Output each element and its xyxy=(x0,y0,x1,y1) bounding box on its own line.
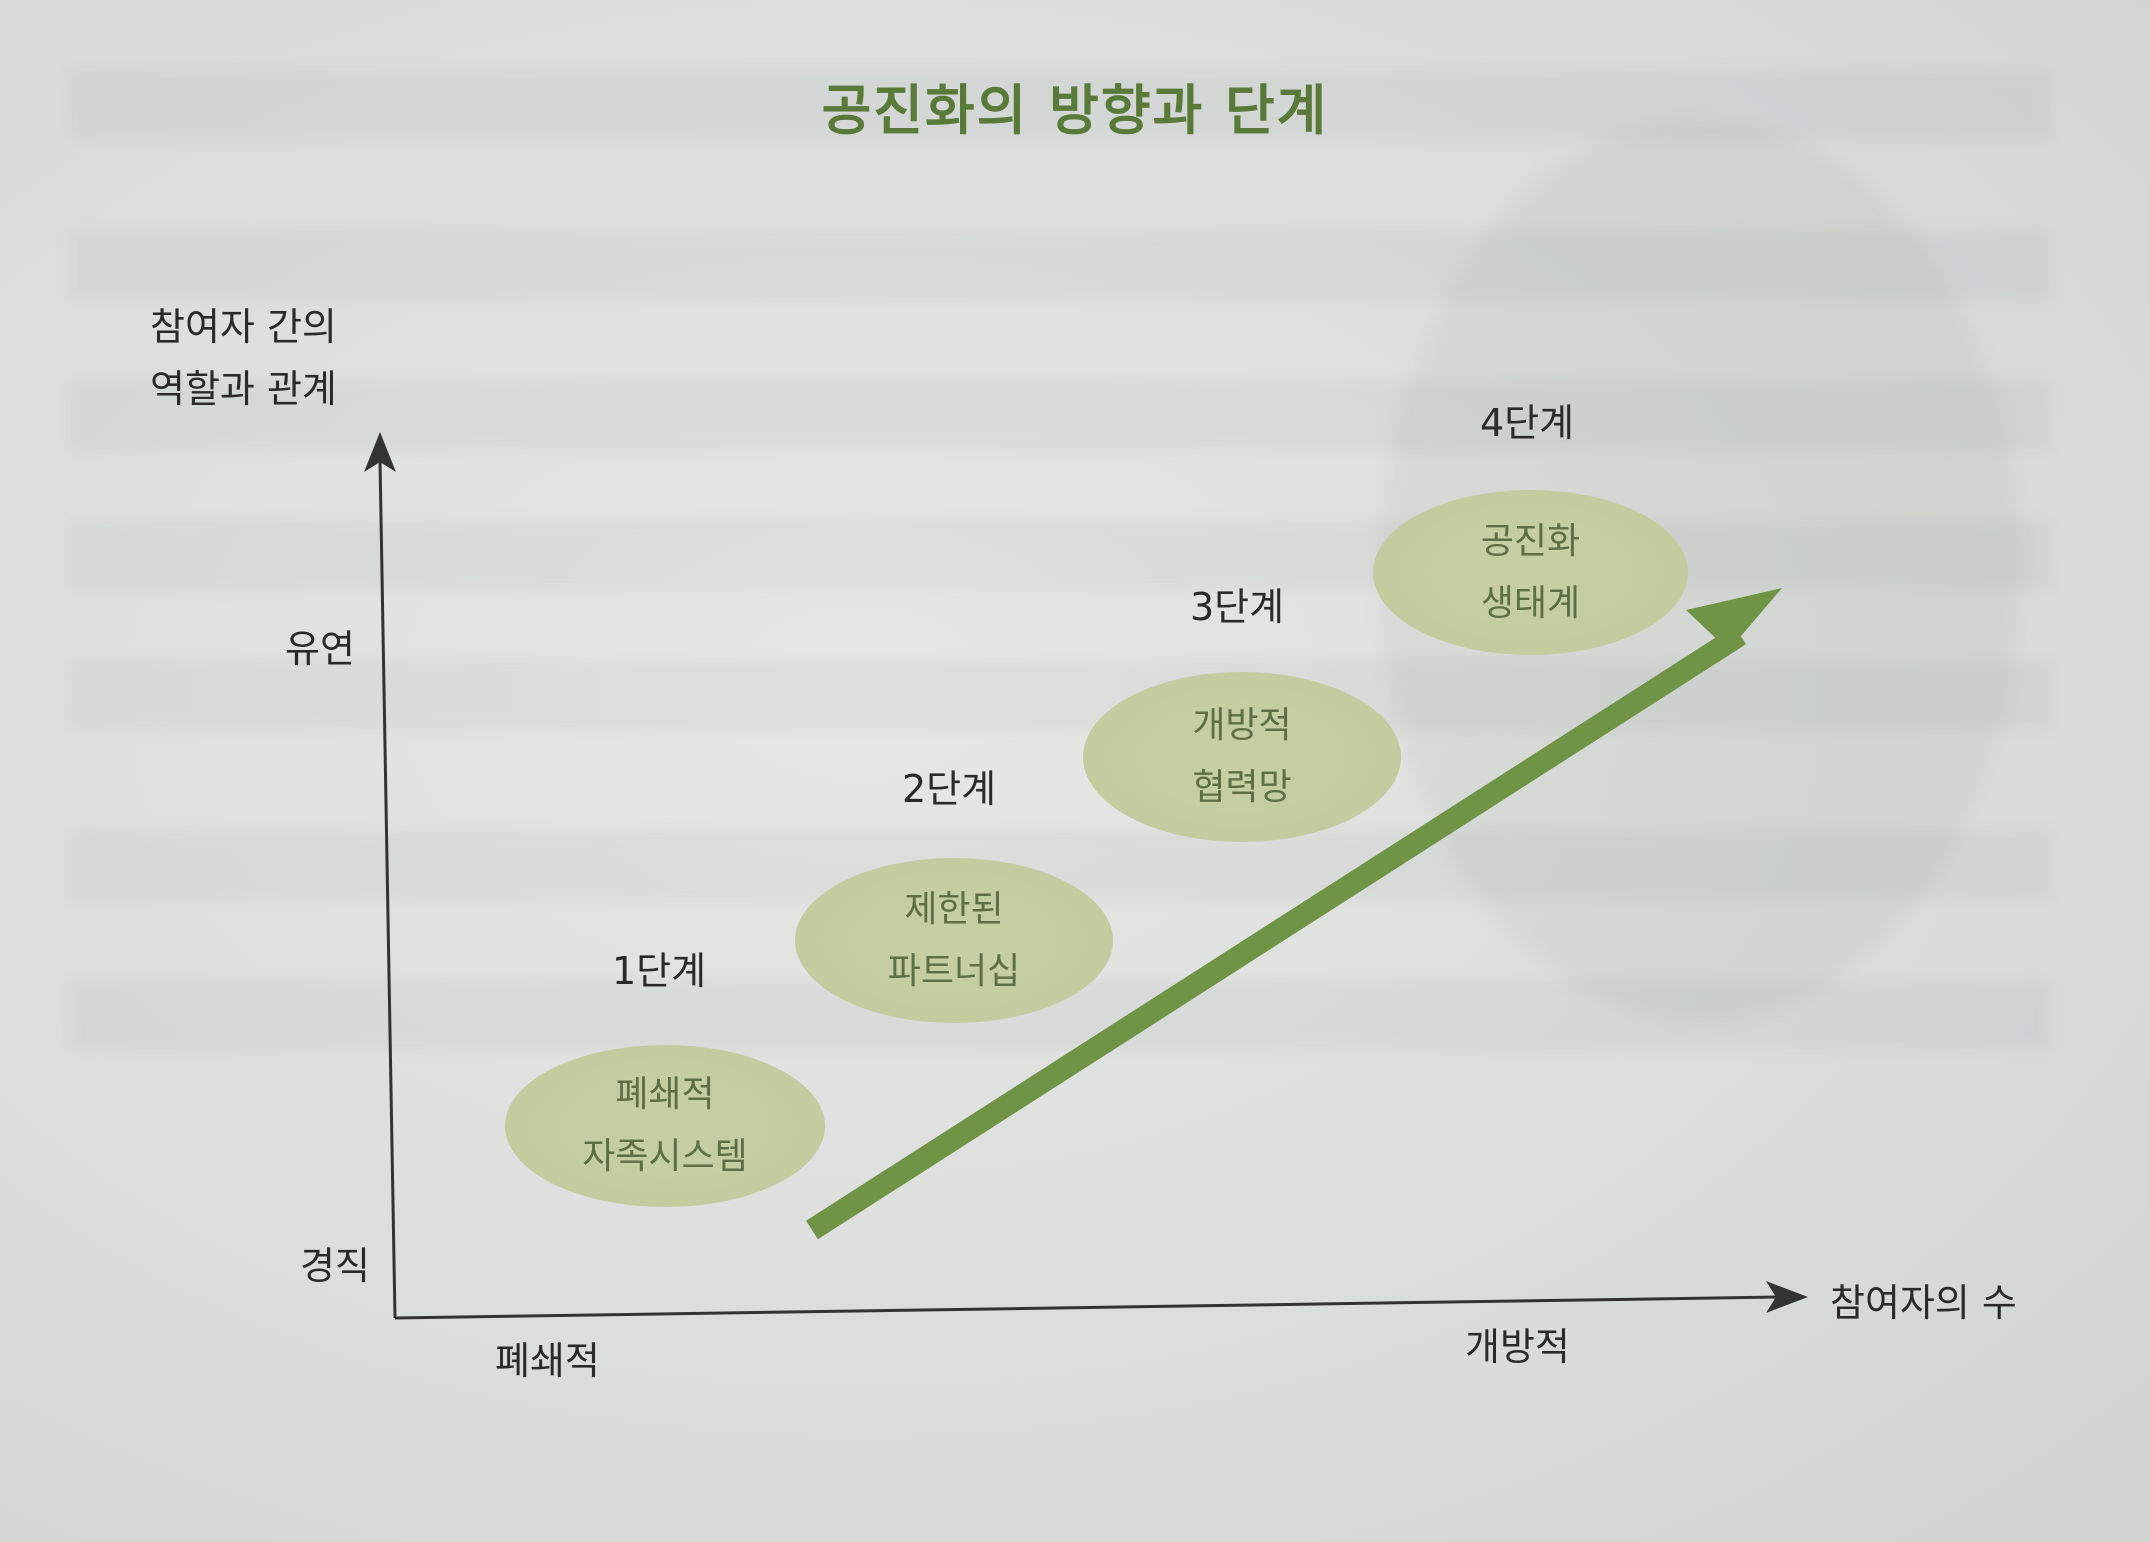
stage-3-ellipse: 개방적 협력망 xyxy=(1083,672,1401,842)
y-axis-high-label: 유연 xyxy=(285,627,355,671)
stage-2-step: 2단계 xyxy=(902,767,997,811)
background-bleed-through xyxy=(70,70,2050,140)
x-axis-label: 참여자의 수 xyxy=(1830,1281,2017,1325)
stage-1-line1: 폐쇄적 xyxy=(615,1074,715,1115)
background-bleed-through xyxy=(70,230,2050,300)
stage-4-step: 4단계 xyxy=(1480,401,1575,445)
stage-2-ellipse: 제한된 파트너십 xyxy=(795,858,1113,1023)
background-bleed-through xyxy=(70,660,2050,730)
stage-2-line1: 제한된 xyxy=(904,888,1004,930)
stage-3-line1: 개방적 xyxy=(1192,705,1292,746)
y-axis-label-line2: 역할과 관계 xyxy=(150,367,337,411)
progress-arrow-head xyxy=(1686,588,1782,663)
y-axis-low-label: 경직 xyxy=(300,1244,370,1288)
stage-4-ellipse: 공진화 생태계 xyxy=(1373,490,1688,655)
y-axis-line xyxy=(378,459,397,1319)
background-bleed-through xyxy=(70,380,2050,450)
x-axis-high-label: 개방적 xyxy=(1465,1325,1570,1369)
y-axis-label-line1: 참여자 간의 xyxy=(150,305,337,349)
x-axis-low-label: 폐쇄적 xyxy=(495,1339,600,1383)
progress-arrow-shaft xyxy=(806,625,1746,1240)
background-bleed-through xyxy=(70,520,2050,590)
x-axis-arrowhead xyxy=(1766,1281,1808,1313)
stage-1-step: 1단계 xyxy=(612,949,707,993)
x-axis-line xyxy=(394,1295,1781,1320)
stage-2-line2: 파트너십 xyxy=(887,950,1021,992)
y-axis-label: 참여자 간의 역할과 관계 xyxy=(150,296,337,420)
stage-3-line2: 협력망 xyxy=(1192,767,1292,808)
stage-3-step: 3단계 xyxy=(1190,585,1285,629)
stage-1-line2: 자족시스템 xyxy=(582,1136,748,1177)
diagram-title: 공진화의 방향과 단계 xyxy=(821,79,1329,142)
y-axis-arrowhead xyxy=(364,432,396,472)
stage-1-ellipse: 폐쇄적 자족시스템 xyxy=(505,1045,825,1207)
stage-4-line2: 생태계 xyxy=(1480,582,1581,624)
stage-4-line1: 공진화 xyxy=(1480,520,1581,562)
